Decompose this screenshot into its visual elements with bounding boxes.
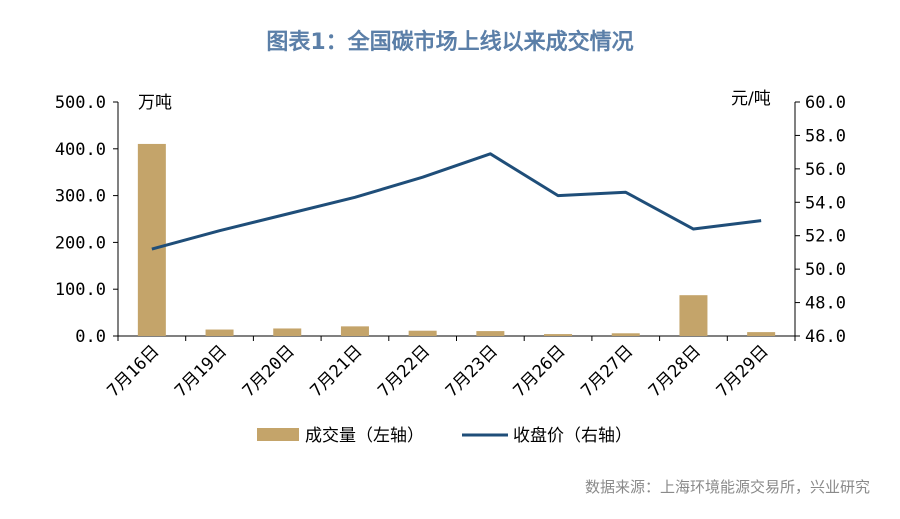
- right-tick-label: 60.0: [805, 93, 846, 113]
- left-tick-label: 500.0: [55, 93, 106, 113]
- right-tick-label: 52.0: [805, 227, 846, 247]
- right-tick-label: 50.0: [805, 260, 846, 280]
- x-tick-label: 7月16日: [103, 341, 163, 401]
- volume-bar: [544, 334, 573, 336]
- volume-bar: [679, 295, 708, 336]
- x-tick-label: 7月26日: [510, 341, 570, 401]
- x-tick-label: 7月20日: [239, 341, 299, 401]
- volume-bar: [611, 333, 640, 336]
- x-tick-label: 7月29日: [713, 341, 773, 401]
- x-tick-label: 7月19日: [171, 341, 231, 401]
- source-note: 数据来源：上海环境能源交易所，兴业研究: [584, 478, 870, 496]
- left-tick-label: 100.0: [55, 280, 106, 300]
- volume-bar: [205, 329, 234, 336]
- x-tick-label: 7月27日: [577, 341, 637, 401]
- legend-label-volume: 成交量（左轴）: [305, 426, 424, 446]
- x-tick-label: 7月21日: [307, 341, 367, 401]
- x-tick-label: 7月23日: [442, 341, 502, 401]
- chart-title: 图表1：全国碳市场上线以来成交情况: [266, 30, 634, 55]
- close-price-line: [151, 152, 762, 251]
- volume-bar: [137, 143, 166, 336]
- legend-swatch-volume: [257, 428, 299, 441]
- left-tick-label: 0.0: [75, 327, 106, 347]
- x-tick-label: 7月22日: [374, 341, 434, 401]
- x-tick-label: 7月28日: [645, 341, 705, 401]
- legend-label-price: 收盘价（右轴）: [513, 426, 632, 446]
- right-tick-label: 46.0: [805, 327, 846, 347]
- left-tick-label: 300.0: [55, 187, 106, 207]
- volume-bar: [273, 328, 302, 336]
- volume-bar: [340, 326, 369, 336]
- left-tick-label: 400.0: [55, 140, 106, 160]
- volume-bar: [747, 332, 776, 336]
- left-axis-unit: 万吨: [138, 93, 172, 113]
- right-tick-label: 56.0: [805, 160, 846, 180]
- right-tick-label: 48.0: [805, 294, 846, 314]
- right-axis-unit: 元/吨: [731, 89, 771, 109]
- right-tick-label: 58.0: [805, 126, 846, 146]
- left-tick-label: 200.0: [55, 233, 106, 253]
- volume-bar: [476, 331, 505, 336]
- right-tick-label: 54.0: [805, 193, 846, 213]
- volume-bar: [408, 330, 437, 336]
